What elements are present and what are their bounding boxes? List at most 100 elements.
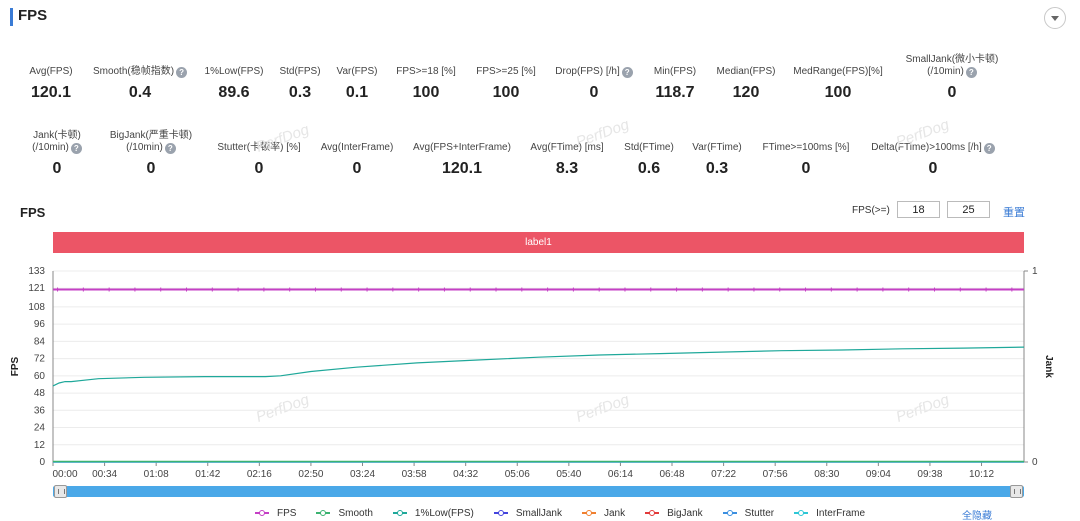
chart-legend: FPS Smooth 1%Low(FPS) SmallJank Jank BigJank S… bbox=[255, 506, 885, 520]
metric-label: FPS>=25 [%] bbox=[476, 66, 536, 77]
metric-value: 0.1 bbox=[345, 84, 369, 101]
legend-swatch-icon bbox=[316, 510, 331, 516]
legend-item-smalljank[interactable]: SmallJank bbox=[493, 506, 562, 520]
help-icon[interactable]: ? bbox=[176, 67, 188, 78]
metric-value: 0 bbox=[928, 160, 938, 177]
help-icon[interactable]: ? bbox=[983, 143, 995, 154]
metric-label: Median(FPS) bbox=[716, 66, 776, 77]
chart-title: FPS bbox=[20, 205, 46, 220]
metric-label: Jank(卡顿) (/10min)? bbox=[32, 130, 82, 154]
x-tick-label: 07:56 bbox=[763, 469, 788, 480]
y2-tick-label: 1 bbox=[1032, 266, 1038, 277]
metric-metrics_row2-6: Std(FTime) 0.6 bbox=[574, 142, 724, 178]
legend-item-interframe[interactable]: InterFrame bbox=[794, 506, 865, 520]
x-tick-label: 09:38 bbox=[917, 469, 942, 480]
legend-label: Stutter bbox=[744, 507, 775, 519]
metric-value: 120 bbox=[732, 84, 760, 101]
metric-metrics_row1-1: Smooth(稳帧指数)? 0.4 bbox=[65, 66, 215, 102]
x-tick-label: 10:12 bbox=[969, 469, 994, 480]
x-tick-label: 00:34 bbox=[92, 469, 117, 480]
metric-value: 8.3 bbox=[555, 160, 579, 177]
metric-label: Delta(FTime)>100ms [/h]? bbox=[858, 142, 1008, 154]
metric-value: 0 bbox=[352, 160, 362, 177]
legend-label: InterFrame bbox=[816, 507, 866, 519]
metric-value: 0 bbox=[801, 160, 811, 177]
metric-label: Stutter(卡顿率) [%] bbox=[217, 142, 301, 153]
metric-metrics_row2-5: Avg(FTime) [ms] 8.3 bbox=[492, 142, 642, 178]
metric-label: MedRange(FPS)[%] bbox=[793, 66, 883, 77]
legend-item-bigjank[interactable]: BigJank bbox=[645, 506, 703, 520]
x-tick-label: 01:08 bbox=[144, 469, 169, 480]
metric-label: FPS>=18 [%] bbox=[396, 66, 456, 77]
metric-value: 0.6 bbox=[637, 160, 661, 177]
legend-swatch-icon bbox=[392, 510, 407, 516]
legend-item-jank[interactable]: Jank bbox=[581, 506, 625, 520]
metric-label: FTime>=100ms [%] bbox=[762, 142, 850, 153]
help-icon[interactable]: ? bbox=[70, 143, 82, 154]
metric-metrics_row1-8: Min(FPS) 118.7 bbox=[600, 66, 750, 102]
metric-metrics_row1-9: Median(FPS) 120 bbox=[671, 66, 821, 102]
x-tick-label: 02:16 bbox=[247, 469, 272, 480]
metric-value: 120.1 bbox=[441, 160, 483, 177]
metric-metrics_row1-2: 1%Low(FPS) 89.6 bbox=[159, 66, 309, 102]
metric-metrics_row1-5: FPS>=18 [%] 100 bbox=[351, 66, 501, 102]
legend-label: 1%Low(FPS) bbox=[414, 507, 474, 519]
x-tick-label: 04:32 bbox=[453, 469, 478, 480]
metric-metrics_row2-8: FTime>=100ms [%] 0 bbox=[731, 142, 881, 178]
metric-metrics_row2-7: Var(FTime) 0.3 bbox=[642, 142, 792, 178]
help-icon[interactable]: ? bbox=[164, 143, 176, 154]
y-tick-label: 133 bbox=[28, 266, 45, 277]
y-tick-label: 96 bbox=[34, 319, 46, 330]
y-tick-label: 24 bbox=[34, 423, 46, 434]
metric-label: Smooth(稳帧指数)? bbox=[65, 66, 215, 78]
metric-label: Min(FPS) bbox=[653, 66, 697, 77]
fps-filter-label: FPS(>=) bbox=[852, 205, 890, 216]
metric-value: 0 bbox=[146, 160, 156, 177]
help-icon[interactable]: ? bbox=[965, 67, 977, 78]
metric-label: Var(FTime) bbox=[692, 142, 742, 153]
help-icon[interactable]: ? bbox=[621, 67, 633, 78]
y-tick-label: 36 bbox=[34, 405, 46, 416]
collapse-chevron-icon[interactable] bbox=[1044, 7, 1066, 29]
metric-label: Avg(FPS+InterFrame) bbox=[413, 142, 511, 153]
metric-value: 0 bbox=[52, 160, 62, 177]
metric-metrics_row1-3: Std(FPS) 0.3 bbox=[225, 66, 375, 102]
y-tick-label: 84 bbox=[34, 336, 46, 347]
fps-threshold-input-1[interactable] bbox=[897, 201, 940, 218]
metric-value: 0 bbox=[589, 84, 599, 101]
fps-line-chart[interactable]: 0 12 24 36 48 60 72 84 96 108 121 133 0 1 00:00 00:34 01… bbox=[0, 256, 1080, 482]
legend-item-stutter[interactable]: Stutter bbox=[722, 506, 775, 520]
legend-item-smooth[interactable]: Smooth bbox=[316, 506, 373, 520]
metric-metrics_row1-11: SmallJank(微小卡顿) (/10min)? 0 bbox=[877, 54, 1027, 102]
time-range-scrollbar[interactable] bbox=[53, 486, 1024, 497]
metric-value: 100 bbox=[824, 84, 852, 101]
reset-button[interactable]: 重置 bbox=[1003, 207, 1025, 219]
x-tick-label: 06:14 bbox=[608, 469, 633, 480]
y-tick-label: 72 bbox=[34, 354, 46, 365]
x-tick-label: 05:40 bbox=[556, 469, 581, 480]
series-line-1-low-fps- bbox=[52, 346, 1025, 387]
legend-item-1-low-fps-[interactable]: 1%Low(FPS) bbox=[392, 506, 474, 520]
metric-value: 0 bbox=[947, 84, 957, 101]
metric-metrics_row2-1: BigJank(严重卡顿) (/10min)? 0 bbox=[76, 130, 226, 178]
scrollbar-left-handle[interactable] bbox=[54, 485, 67, 498]
legend-swatch-icon bbox=[794, 510, 809, 516]
y-tick-label: 0 bbox=[39, 457, 45, 468]
x-tick-label: 01:42 bbox=[195, 469, 220, 480]
y2-tick-label: 0 bbox=[1032, 457, 1038, 468]
legend-item-fps[interactable]: FPS bbox=[255, 506, 296, 520]
x-tick-label: 00:00 bbox=[52, 469, 77, 480]
metric-metrics_row2-2: Stutter(卡顿率) [%] 0 bbox=[184, 142, 334, 178]
label-band[interactable]: label1 bbox=[53, 232, 1024, 253]
metric-value: 0.3 bbox=[705, 160, 729, 177]
metric-metrics_row1-4: Var(FPS) 0.1 bbox=[282, 66, 432, 102]
hide-all-button[interactable]: 全隐藏 bbox=[962, 511, 992, 521]
metric-metrics_row1-0: Avg(FPS) 120.1 bbox=[0, 66, 126, 102]
scrollbar-right-handle[interactable] bbox=[1010, 485, 1023, 498]
metric-label: BigJank(严重卡顿) (/10min)? bbox=[109, 130, 193, 154]
metric-label: SmallJank(微小卡顿) (/10min)? bbox=[905, 54, 999, 78]
fps-threshold-input-2[interactable] bbox=[947, 201, 990, 218]
metric-metrics_row2-4: Avg(FPS+InterFrame) 120.1 bbox=[387, 142, 537, 178]
metric-metrics_row1-6: FPS>=25 [%] 100 bbox=[431, 66, 581, 102]
metric-label: 1%Low(FPS) bbox=[204, 66, 264, 77]
